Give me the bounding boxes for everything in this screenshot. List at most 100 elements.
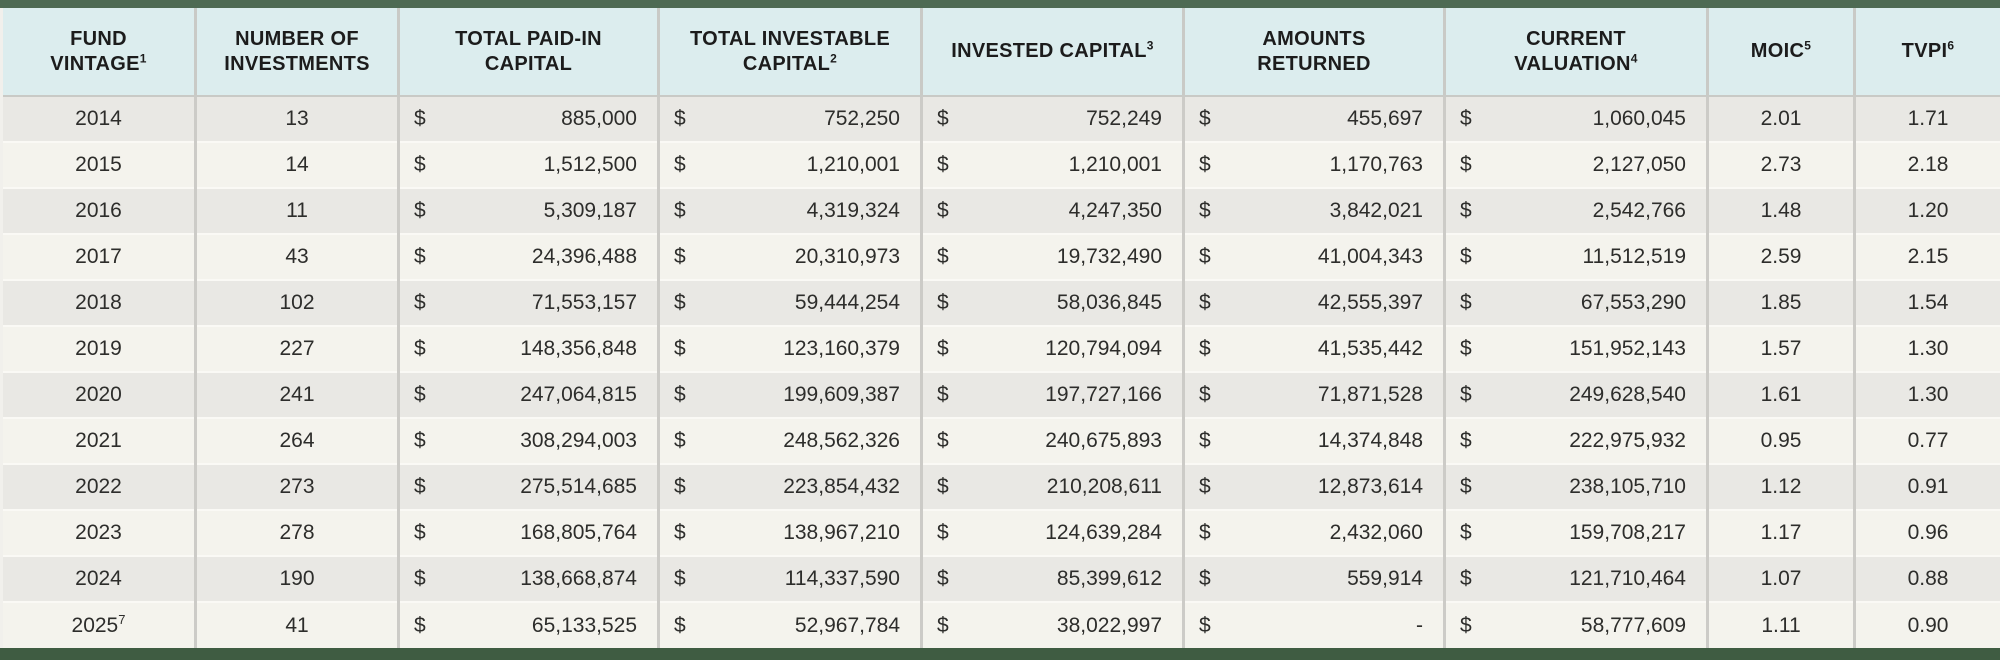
returned-value: 1,170,763	[1329, 153, 1423, 176]
cell-invested-2024: $85,399,612	[921, 555, 1185, 602]
cell-investments-2015: 14	[195, 141, 400, 188]
cell-invested-2019: $120,794,094	[921, 325, 1185, 372]
cell-returned-2021: $14,374,848	[1183, 417, 1446, 464]
cell-returned-2015: $1,170,763	[1183, 141, 1446, 188]
cell-investable-2017: $20,310,973	[658, 233, 923, 280]
cell-paid_in-2023: $168,805,764	[398, 509, 660, 556]
cell-invested-2021: $240,675,893	[921, 417, 1185, 464]
cell-paid_in-2020: $247,064,815	[398, 371, 660, 418]
valuation-value: 159,708,217	[1569, 521, 1686, 544]
investable-value: 223,854,432	[783, 475, 900, 498]
header-row: FUND VINTAGE1 NUMBER OF INVESTMENTS TOTAL PA…	[1, 8, 2000, 97]
column-header-returned: AMOUNTS RETURNED	[1183, 8, 1446, 97]
investable-value: 248,562,326	[783, 429, 900, 452]
cell-paid_in-2018: $71,553,157	[398, 279, 660, 326]
tvpi-value: 0.91	[1907, 475, 1949, 498]
cell-valuation-2023: $159,708,217	[1444, 509, 1709, 556]
vintage-value: 2025	[71, 613, 119, 637]
invested-value: 1,210,001	[1068, 153, 1162, 176]
cell-paid_in-2015: $1,512,500	[398, 141, 660, 188]
currency-symbol: $	[674, 291, 686, 314]
paid_in-value: 1,512,500	[543, 153, 637, 176]
valuation-value: 58,777,609	[1580, 613, 1686, 637]
tvpi-value: 2.18	[1907, 153, 1949, 176]
header-label-line: INVESTMENTS	[224, 52, 370, 75]
tvpi-value: 0.77	[1907, 429, 1949, 452]
cell-paid_in-2021: $308,294,003	[398, 417, 660, 464]
valuation-value: 2,542,766	[1592, 199, 1686, 222]
tvpi-value: 1.54	[1907, 291, 1949, 314]
cell-moic-2018: 1.85	[1707, 279, 1856, 326]
investable-value: 199,609,387	[783, 383, 900, 406]
cell-returned-2023: $2,432,060	[1183, 509, 1446, 556]
column-header-valuation: CURRENT VALUATION4	[1444, 8, 1709, 97]
currency-symbol: $	[1199, 567, 1211, 590]
currency-symbol: $	[414, 383, 426, 406]
cell-vintage-2022: 2022	[1, 463, 197, 510]
cell-moic-2023: 1.17	[1707, 509, 1856, 556]
cell-valuation-2017: $11,512,519	[1444, 233, 1709, 280]
table-header: FUND VINTAGE1 NUMBER OF INVESTMENTS TOTAL PA…	[1, 8, 2000, 97]
currency-symbol: $	[1199, 153, 1211, 176]
investable-value: 138,967,210	[783, 521, 900, 544]
currency-symbol: $	[1199, 245, 1211, 268]
returned-value: 559,914	[1347, 567, 1423, 590]
header-label-line: VALUATION	[1514, 52, 1631, 75]
tvpi-value: 1.30	[1907, 337, 1949, 360]
column-header-investments: NUMBER OF INVESTMENTS	[195, 8, 400, 97]
paid_in-value: 5,309,187	[543, 199, 637, 222]
currency-symbol: $	[1199, 429, 1211, 452]
cell-valuation-2014: $1,060,045	[1444, 96, 1709, 142]
cell-returned-2019: $41,535,442	[1183, 325, 1446, 372]
currency-symbol: $	[937, 429, 949, 452]
cell-valuation-2024: $121,710,464	[1444, 555, 1709, 602]
currency-symbol: $	[674, 107, 686, 130]
investments-value: 102	[279, 291, 315, 314]
cell-valuation-2025: $58,777,609	[1444, 601, 1709, 648]
cell-tvpi-2017: 2.15	[1854, 233, 2000, 280]
cell-investments-2014: 13	[195, 96, 400, 142]
cell-investable-2024: $114,337,590	[658, 555, 923, 602]
cell-moic-2024: 1.07	[1707, 555, 1856, 602]
currency-symbol: $	[1460, 429, 1472, 452]
cell-invested-2020: $197,727,166	[921, 371, 1185, 418]
moic-value: 0.95	[1760, 429, 1802, 452]
moic-value: 1.48	[1760, 199, 1802, 222]
cell-invested-2014: $752,249	[921, 96, 1185, 142]
footnote-marker: 4	[1630, 50, 1638, 65]
currency-symbol: $	[1460, 521, 1472, 544]
returned-value: 14,374,848	[1317, 429, 1423, 452]
cell-investable-2015: $1,210,001	[658, 141, 923, 188]
cell-invested-2015: $1,210,001	[921, 141, 1185, 188]
cell-vintage-2021: 2021	[1, 417, 197, 464]
cell-investments-2017: 43	[195, 233, 400, 280]
returned-value: 455,697	[1347, 107, 1423, 130]
cell-tvpi-2025: 0.90	[1854, 601, 2000, 648]
paid_in-value: 65,133,525	[531, 613, 637, 637]
investments-value: 241	[279, 383, 315, 406]
table-row-2021: 2021 264 $308,294,003 $248,562,326 $240,675,…	[1, 417, 2000, 464]
investable-value: 114,337,590	[784, 567, 900, 590]
returned-value: 71,871,528	[1317, 383, 1423, 406]
currency-symbol: $	[414, 337, 426, 360]
footnote-marker: 1	[139, 50, 147, 65]
table-row-2024: 2024 190 $138,668,874 $114,337,590 $85,399,6…	[1, 555, 2000, 602]
cell-vintage-2024: 2024	[1, 555, 197, 602]
vintage-value: 2023	[75, 521, 122, 544]
cell-investments-2024: 190	[195, 555, 400, 602]
paid_in-value: 168,805,764	[520, 521, 637, 544]
cell-tvpi-2014: 1.71	[1854, 96, 2000, 142]
investments-value: 13	[285, 107, 309, 130]
vintage-value: 2022	[75, 475, 122, 498]
returned-value: 3,842,021	[1329, 199, 1423, 222]
fund-performance-table: FUND VINTAGE1 NUMBER OF INVESTMENTS TOTAL PA…	[0, 8, 2000, 648]
currency-symbol: $	[674, 153, 686, 176]
header-label-line: VINTAGE	[50, 52, 140, 75]
bottom-accent-bar	[0, 648, 2000, 660]
cell-valuation-2018: $67,553,290	[1444, 279, 1709, 326]
cell-invested-2017: $19,732,490	[921, 233, 1185, 280]
investable-value: 52,967,784	[794, 613, 900, 637]
cell-paid_in-2017: $24,396,488	[398, 233, 660, 280]
currency-symbol: $	[937, 107, 949, 130]
paid_in-value: 308,294,003	[520, 429, 637, 452]
